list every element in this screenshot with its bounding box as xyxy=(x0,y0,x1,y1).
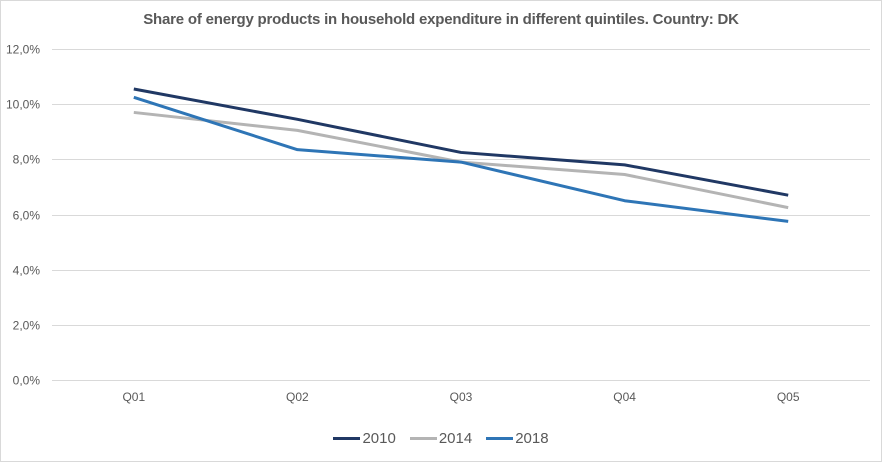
y-tick-label: 12,0% xyxy=(6,43,40,57)
legend-swatch xyxy=(333,437,361,440)
legend-item-2018: 2018 xyxy=(486,430,549,447)
y-tick-label: 0,0% xyxy=(13,374,41,388)
x-tick-label: Q05 xyxy=(777,390,800,404)
series-lines xyxy=(133,87,789,223)
y-tick-label: 6,0% xyxy=(13,209,41,223)
y-tick-label: 10,0% xyxy=(6,98,40,112)
y-tick-label: 4,0% xyxy=(13,264,41,278)
x-tick-label: Q01 xyxy=(122,390,145,404)
y-axis-ticks: 0,0% 2,0% 4,0% 6,0% 8,0% 10,0% 12,0% xyxy=(6,43,40,388)
legend-swatch xyxy=(486,437,514,440)
legend-label: 2018 xyxy=(515,430,549,447)
x-axis-ticks: Q01 Q02 Q03 Q04 Q05 xyxy=(122,390,799,404)
series-line-2010 xyxy=(133,87,789,197)
y-tick-label: 8,0% xyxy=(13,153,41,167)
chart-title: Share of energy products in household ex… xyxy=(143,11,739,28)
x-tick-label: Q04 xyxy=(613,390,636,404)
series-line-2014 xyxy=(133,110,789,210)
x-tick-label: Q03 xyxy=(450,390,473,404)
y-tick-label: 2,0% xyxy=(13,319,41,333)
x-tick-label: Q02 xyxy=(286,390,309,404)
legend-label: 2014 xyxy=(438,430,473,447)
legend-label: 2010 xyxy=(362,430,396,447)
series-line-2018 xyxy=(133,95,789,223)
legend: 2010 2014 2018 xyxy=(0,430,882,447)
legend-item-2014: 2014 xyxy=(409,430,473,447)
legend-swatch xyxy=(409,437,437,440)
legend-item-2010: 2010 xyxy=(333,430,396,447)
